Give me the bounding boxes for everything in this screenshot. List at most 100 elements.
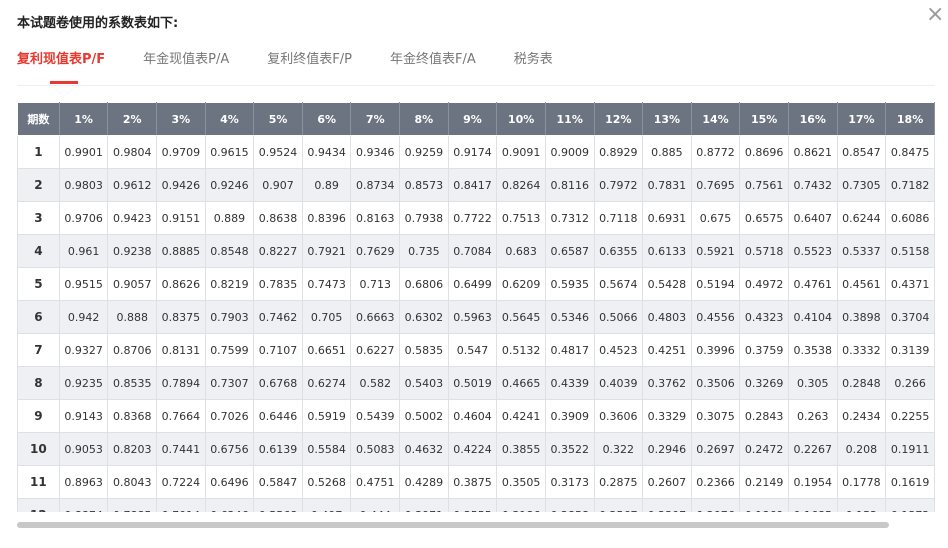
value-cell: 0.8264 [496,168,546,202]
value-cell: 0.7026 [204,399,255,433]
table-body: 1 0.9901 0.9804 0.9709 0.9615 0.9524 0.9434 0.9… [17,135,935,512]
value-cell: 0.5963 [447,300,498,334]
period-cell: 10 [17,432,60,466]
value-cell: 0.3704 [885,300,935,334]
column-header: 期数 [17,102,60,136]
value-cell: 0.3522 [544,432,595,466]
period-cell: 12 [17,498,60,512]
period-cell: 3 [17,201,60,235]
column-header: 5% [253,102,303,136]
value-cell: 0.7894 [156,366,206,400]
value-cell: 0.8885 [156,234,206,268]
column-header: 2% [107,102,158,136]
value-cell: 0.2255 [885,399,935,433]
value-cell: 0.2858 [544,498,595,512]
value-cell: 0.6086 [885,201,935,235]
value-cell: 0.3139 [885,333,935,367]
value-cell: 0.885 [642,135,692,169]
value-cell: 0.3606 [593,399,644,433]
table-row: 9 0.9143 0.8368 0.7664 0.7026 0.6446 0.5919 0.5… [17,399,935,433]
value-cell: 0.705 [301,300,352,334]
value-cell: 0.9174 [447,135,498,169]
value-cell: 0.8696 [739,135,789,169]
value-cell: 0.3173 [544,465,595,499]
value-cell: 0.3329 [642,399,692,433]
value-cell: 0.3505 [496,465,546,499]
table-row: 3 0.9706 0.9423 0.9151 0.889 0.8638 0.8396 0.81… [17,201,935,235]
value-cell: 0.9246 [204,168,255,202]
value-cell: 0.7513 [496,201,546,235]
tab[interactable]: 复利现值表P/F [17,50,105,84]
value-cell: 0.9259 [399,135,449,169]
value-cell: 0.2697 [690,432,741,466]
scrollbar[interactable] [17,522,889,528]
value-cell: 0.9057 [107,267,158,301]
value-cell: 0.7473 [301,267,352,301]
value-cell: 0.6446 [253,399,303,433]
value-cell: 0.2076 [690,498,741,512]
value-cell: 0.9143 [58,399,109,433]
value-cell: 0.7903 [204,300,255,334]
value-cell: 0.5268 [301,465,352,499]
value-cell: 0.8368 [107,399,158,433]
value-cell: 0.7938 [399,201,449,235]
value-cell: 0.9804 [107,135,158,169]
value-cell: 0.3996 [690,333,741,367]
value-cell: 0.6355 [593,234,644,268]
column-header: 14% [690,102,741,136]
table-row: 5 0.9515 0.9057 0.8626 0.8219 0.7835 0.7473 0.7… [17,267,935,301]
close-button[interactable]: × [926,2,945,27]
value-cell: 0.1778 [836,465,887,499]
tab[interactable]: 年金终值表F/A [390,52,476,67]
value-cell: 0.4803 [642,300,692,334]
value-cell: 0.7831 [642,168,692,202]
value-cell: 0.7599 [204,333,255,367]
value-cell: 0.1911 [885,432,935,466]
value-cell: 0.6209 [496,267,546,301]
value-cell: 0.266 [885,366,935,400]
column-header: 1% [58,102,109,136]
value-cell: 0.9612 [107,168,158,202]
value-cell: 0.7441 [156,432,206,466]
value-cell: 0.2434 [836,399,887,433]
value-cell: 0.8043 [107,465,158,499]
value-cell: 0.6806 [399,267,449,301]
value-cell: 0.4323 [739,300,789,334]
value-cell: 0.6496 [204,465,255,499]
value-cell: 0.8131 [156,333,206,367]
table-row: 120.88740.78850.70140.62460.55680.4970.4… [17,498,935,512]
value-cell: 0.8227 [253,234,303,268]
value-cell: 0.6227 [350,333,401,367]
value-cell: 0.2946 [642,432,692,466]
value-cell: 0.8734 [350,168,401,202]
column-header: 8% [399,102,449,136]
value-cell: 0.9901 [58,135,109,169]
tab[interactable]: 年金现值表P/A [143,52,230,67]
value-cell: 0.4241 [496,399,546,433]
value-cell: 0.1372 [885,498,935,512]
value-cell: 0.713 [350,267,401,301]
value-cell: 0.735 [399,234,449,268]
value-cell: 0.5674 [593,267,644,301]
value-cell: 0.5921 [690,234,741,268]
value-cell: 0.5718 [739,234,789,268]
value-cell: 0.6663 [350,300,401,334]
column-header: 7% [350,102,401,136]
value-cell: 0.2875 [593,465,644,499]
value-cell: 0.322 [593,432,644,466]
value-cell: 0.5066 [593,300,644,334]
tab[interactable]: 复利终值表F/P [267,52,352,67]
value-cell: 0.8203 [107,432,158,466]
table-row: 6 0.942 0.888 0.8375 0.7903 0.7462 0.705 0.6663… [17,300,935,334]
value-cell: 0.2366 [690,465,741,499]
tab[interactable]: 税务表 [513,52,553,67]
value-cell: 0.8163 [350,201,401,235]
value-cell: 0.6302 [399,300,449,334]
value-cell: 0.6407 [787,201,838,235]
value-cell: 0.8626 [156,267,206,301]
value-cell: 0.6587 [544,234,595,268]
value-cell: 0.8535 [107,366,158,400]
value-cell: 0.5935 [544,267,595,301]
value-cell: 0.2149 [739,465,789,499]
